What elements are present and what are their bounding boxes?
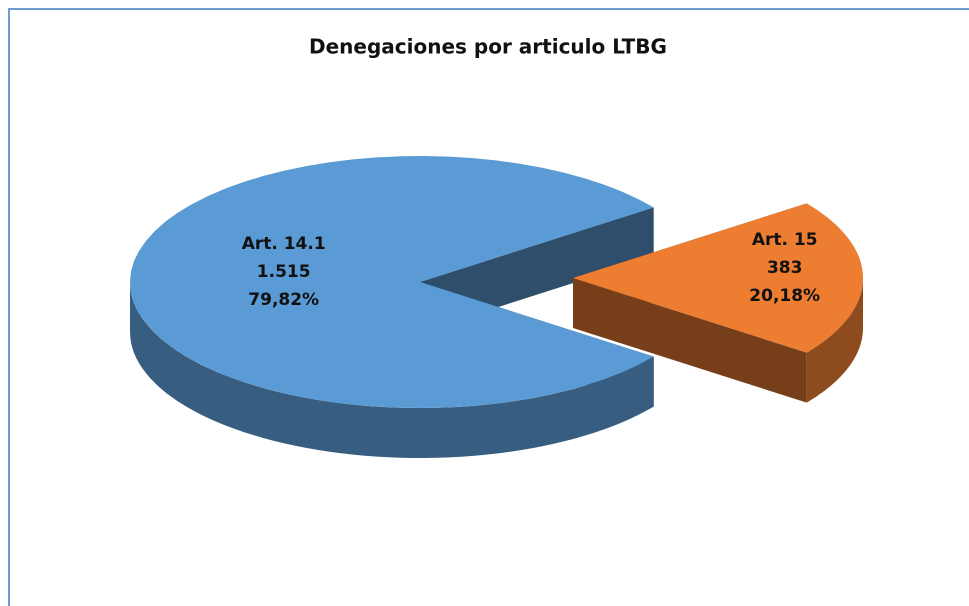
slice-side (806, 278, 863, 403)
chart-title: Denegaciones por articulo LTBG (309, 35, 667, 59)
slice (130, 156, 654, 408)
slice-side (130, 282, 654, 458)
data-label: 79,82% (248, 290, 319, 310)
data-label: 383 (767, 258, 803, 278)
slice (573, 203, 863, 403)
slice (130, 156, 654, 458)
data-label: 1.515 (257, 262, 311, 282)
data-label: Art. 14.1 (242, 234, 326, 254)
data-label: Art. 15 (752, 230, 818, 250)
slice (573, 203, 863, 353)
data-label: 20,18% (749, 286, 820, 306)
slice-wall (573, 278, 807, 403)
